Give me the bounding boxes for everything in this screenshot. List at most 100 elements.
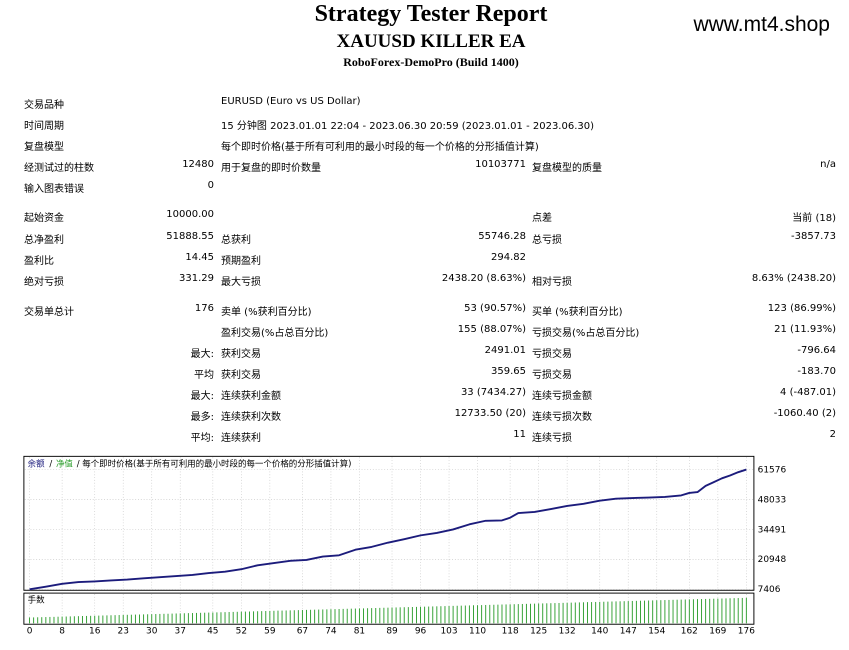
ticks-label: 用于复盘的即时价数量 xyxy=(221,163,321,174)
largest-profit-value: 2491.01 xyxy=(484,345,526,356)
spread-value: 当前 (18) xyxy=(792,213,836,224)
avg-consec-losses-label: 连续亏损 xyxy=(532,433,572,444)
loss-trades-value: 21 (11.93%) xyxy=(774,324,836,335)
volume-label: 手数 xyxy=(28,595,45,605)
info-row-model: 复盘模型 每个即时价格(基于所有可利用的最小时段的每一个价格的分形插值计算) xyxy=(0,138,849,153)
short-value: 53 (90.57%) xyxy=(464,303,526,314)
gross-loss-value: -3857.73 xyxy=(791,231,836,242)
errors-value: 0 xyxy=(207,180,214,191)
quality-value: n/a xyxy=(820,159,836,170)
y-tick-label: 61576 xyxy=(758,465,787,475)
max-drawdown-value: 2438.20 (8.63%) xyxy=(441,273,526,284)
model-value: 每个即时价格(基于所有可利用的最小时段的每一个价格的分形插值计算) xyxy=(221,142,539,153)
server-info: RoboForex-DemoPro (Build 1400) xyxy=(343,55,519,69)
period-label: 时间周期 xyxy=(24,121,64,132)
legend-note: / 每个即时价格(基于所有可利用的最小时段的每一个价格的分形插值计算) xyxy=(77,459,352,469)
ea-name: XAUUSD KILLER EA xyxy=(336,31,526,52)
avg-consec-losses-value: 2 xyxy=(829,429,836,440)
errors-label: 输入图表错误 xyxy=(24,184,84,195)
x-tick-label: 81 xyxy=(354,627,365,637)
abs-drawdown-value: 331.29 xyxy=(179,273,214,284)
gross-profit-label: 总获利 xyxy=(221,235,251,246)
gross-loss-label: 总亏损 xyxy=(532,235,562,246)
x-tick-label: 74 xyxy=(325,627,337,637)
maximal-label: 最多: xyxy=(190,412,214,423)
net-profit-value: 51888.55 xyxy=(166,231,214,242)
average-loss-value: -183.70 xyxy=(797,366,836,377)
legend-separator: / xyxy=(49,459,52,469)
long-value: 123 (86.99%) xyxy=(767,303,836,314)
x-tick-label: 103 xyxy=(440,627,457,637)
x-tick-label: 16 xyxy=(89,627,101,637)
watermark-text: www.mt4.shop xyxy=(693,13,830,36)
x-tick-label: 89 xyxy=(386,627,398,637)
average-profit-label: 获利交易 xyxy=(221,370,261,381)
net-profit-label: 总净盈利 xyxy=(24,235,64,246)
x-tick-label: 125 xyxy=(530,627,547,637)
avg-consec-wins-label: 连续获利 xyxy=(221,433,261,444)
initial-deposit-value: 10000.00 xyxy=(166,209,214,220)
x-tick-label: 45 xyxy=(207,627,218,637)
expected-payoff-label: 预期盈利 xyxy=(221,256,261,267)
max-consec-wins-value: 33 (7434.27) xyxy=(460,387,526,398)
trades-row-average: 平均 获利交易 359.65 亏损交易 -183.70 xyxy=(0,366,849,381)
y-tick-label: 7406 xyxy=(758,585,781,595)
x-tick-label: 132 xyxy=(559,627,576,637)
rel-drawdown-value: 8.63% (2438.20) xyxy=(751,273,836,284)
trades-row-largest: 最大: 获利交易 2491.01 亏损交易 -796.64 xyxy=(0,345,849,360)
stats-row-factor: 盈利比 14.45 预期盈利 294.82 xyxy=(0,252,849,267)
x-tick-label: 23 xyxy=(118,627,129,637)
initial-deposit-label: 起始资金 xyxy=(24,213,64,224)
profit-trades-value: 155 (88.07%) xyxy=(457,324,526,335)
largest-profit-label: 获利交易 xyxy=(221,349,261,360)
info-row-errors: 输入图表错误 0 xyxy=(0,180,849,195)
maximal-consec-profit-label: 连续获利次数 xyxy=(221,412,281,423)
balance-line xyxy=(29,468,747,591)
expected-payoff-value: 294.82 xyxy=(491,252,526,263)
maximal-consec-loss-value: -1060.40 (2) xyxy=(773,408,836,419)
avg-consec-wins-value: 11 xyxy=(513,429,526,440)
max-consec-label: 最大: xyxy=(190,391,214,402)
legend-equity: 净值 xyxy=(56,459,73,469)
x-tick-label: 0 xyxy=(27,627,33,637)
x-tick-label: 59 xyxy=(264,627,276,637)
abs-drawdown-label: 绝对亏损 xyxy=(24,277,64,288)
trades-row-maximal: 最多: 连续获利次数 12733.50 (20) 连续亏损次数 -1060.40… xyxy=(0,408,849,423)
stats-row-profit: 总净盈利 51888.55 总获利 55746.28 总亏损 -3857.73 xyxy=(0,231,849,246)
quality-label: 复盘模型的质量 xyxy=(532,163,602,174)
profit-trades-label: 盈利交易(%占总百分比) xyxy=(221,328,329,339)
loss-trades-label: 亏损交易(%占总百分比) xyxy=(532,328,640,339)
gross-profit-value: 55746.28 xyxy=(478,231,526,242)
maximal-consec-loss-label: 连续亏损次数 xyxy=(532,412,592,423)
report-title: Strategy Tester Report xyxy=(314,1,548,27)
largest-label: 最大: xyxy=(190,349,214,360)
trades-row-max-consec: 最大: 连续获利金额 33 (7434.27) 连续亏损金额 4 (-487.0… xyxy=(0,387,849,402)
largest-loss-label: 亏损交易 xyxy=(532,349,572,360)
total-trades-label: 交易单总计 xyxy=(24,307,74,318)
rel-drawdown-label: 相对亏损 xyxy=(532,277,572,288)
spread-label: 点差 xyxy=(532,213,552,224)
average-loss-label: 亏损交易 xyxy=(532,370,572,381)
x-tick-label: 176 xyxy=(738,627,755,637)
x-tick-label: 67 xyxy=(297,627,308,637)
symbol-label: 交易品种 xyxy=(24,100,64,111)
maximal-consec-profit-value: 12733.50 (20) xyxy=(454,408,526,419)
info-row-bars: 经测试过的柱数 12480 用于复盘的即时价数量 10103771 复盘模型的质… xyxy=(0,159,849,174)
max-consec-wins-label: 连续获利金额 xyxy=(221,391,281,402)
ticks-value: 10103771 xyxy=(475,159,526,170)
x-tick-label: 169 xyxy=(709,627,726,637)
x-tick-label: 147 xyxy=(620,627,637,637)
trades-row-avg-consec: 平均: 连续获利 11 连续亏损 2 xyxy=(0,429,849,444)
period-value: 15 分钟图 2023.01.01 22:04 - 2023.06.30 20:… xyxy=(221,121,595,132)
bars-label: 经测试过的柱数 xyxy=(24,163,94,174)
symbol-value: EURUSD (Euro vs US Dollar) xyxy=(221,96,361,107)
total-trades-value: 176 xyxy=(194,303,214,314)
max-consec-losses-label: 连续亏损金额 xyxy=(532,391,592,402)
model-label: 复盘模型 xyxy=(24,142,64,153)
stats-row-drawdown: 绝对亏损 331.29 最大亏损 2438.20 (8.63%) 相对亏损 8.… xyxy=(0,273,849,288)
x-tick-label: 162 xyxy=(681,627,698,637)
max-consec-losses-value: 4 (-487.01) xyxy=(780,387,836,398)
largest-loss-value: -796.64 xyxy=(797,345,836,356)
main-plot-frame xyxy=(23,455,755,591)
bars-value: 12480 xyxy=(182,159,214,170)
